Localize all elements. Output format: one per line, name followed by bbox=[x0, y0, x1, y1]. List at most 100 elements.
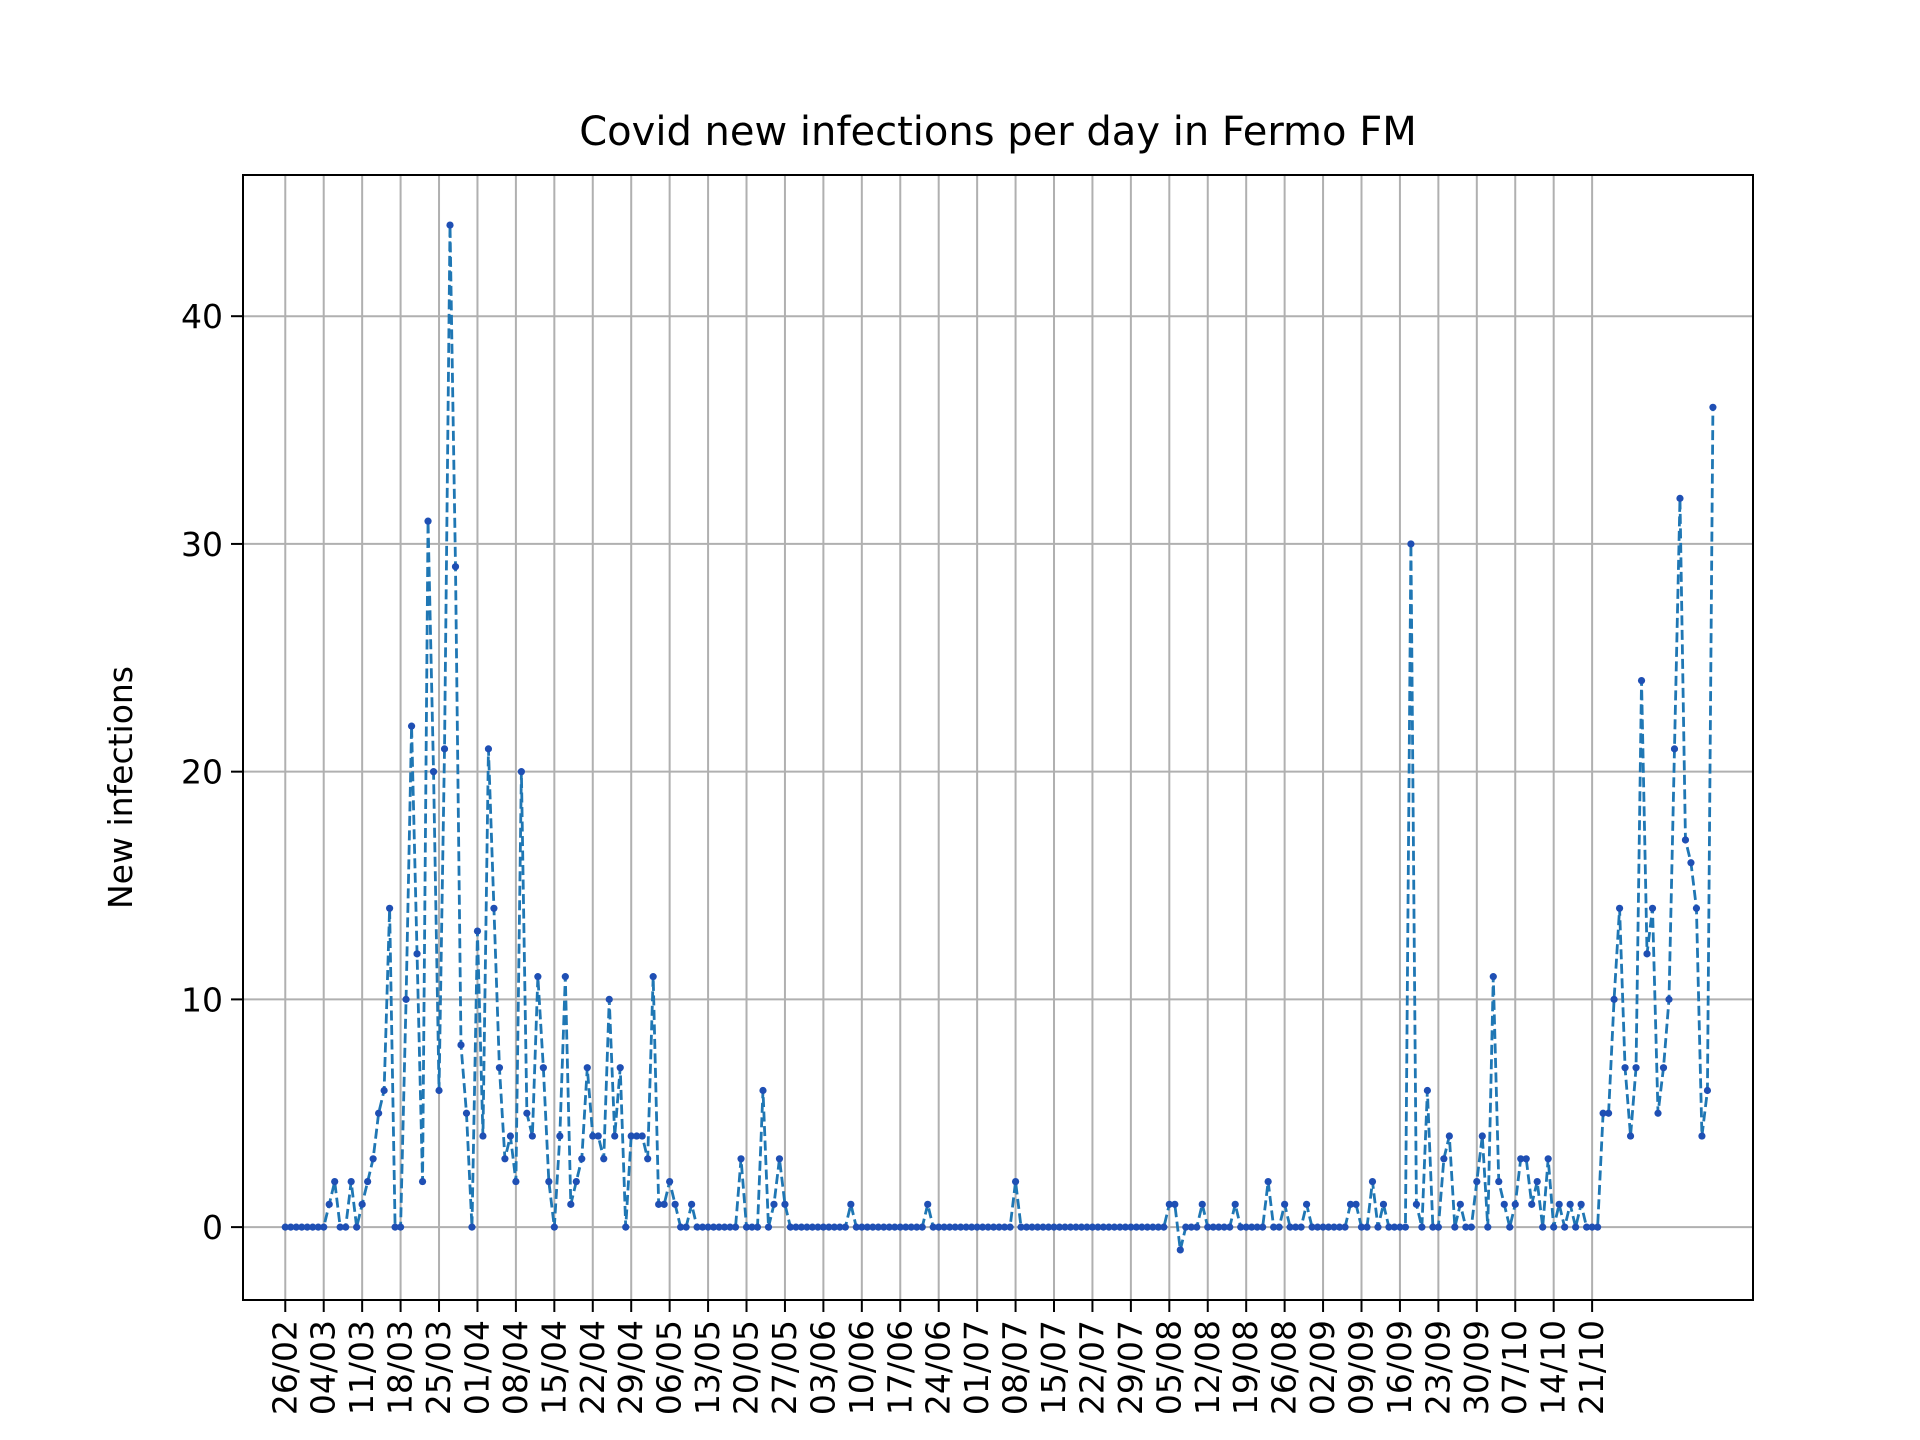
data-point bbox=[1357, 1223, 1366, 1231]
data-point bbox=[1648, 904, 1657, 912]
data-point bbox=[1275, 1223, 1283, 1231]
data-point bbox=[1544, 1155, 1552, 1163]
x-tick-label: 24/06 bbox=[919, 1320, 958, 1415]
data-point bbox=[1330, 1223, 1338, 1231]
data-point bbox=[1017, 1223, 1025, 1231]
data-point bbox=[490, 904, 498, 912]
x-tick-label: 22/04 bbox=[573, 1320, 612, 1415]
data-point bbox=[1121, 1223, 1129, 1231]
data-point bbox=[655, 1200, 663, 1208]
data-point bbox=[353, 1223, 361, 1231]
data-point bbox=[1022, 1223, 1031, 1231]
x-axis-ticks: 26/02 04/03 11/03 18/03 25/03 01/04 08/04 15/04… bbox=[265, 1300, 1611, 1415]
x-tick-label: 08/04 bbox=[496, 1320, 535, 1415]
data-point bbox=[1709, 403, 1717, 411]
data-point bbox=[1643, 950, 1651, 958]
data-point bbox=[1594, 1223, 1602, 1231]
x-tick-label: 17/06 bbox=[880, 1320, 919, 1415]
data-point bbox=[622, 1223, 630, 1231]
data-point bbox=[880, 1223, 888, 1231]
x-tick-label: 14/10 bbox=[1534, 1320, 1573, 1415]
data-point bbox=[550, 1223, 558, 1231]
data-point bbox=[578, 1155, 586, 1163]
x-tick-label: 29/07 bbox=[1111, 1320, 1150, 1415]
data-point bbox=[1604, 1109, 1613, 1117]
data-point bbox=[451, 563, 460, 571]
data-point bbox=[424, 517, 432, 525]
data-point bbox=[292, 1223, 300, 1231]
data-point bbox=[314, 1223, 322, 1231]
data-point bbox=[737, 1155, 745, 1163]
data-point bbox=[1061, 1223, 1069, 1231]
data-point bbox=[1670, 745, 1679, 753]
data-point bbox=[891, 1223, 899, 1231]
data-point bbox=[1440, 1155, 1448, 1163]
data-point bbox=[1215, 1223, 1223, 1231]
data-point bbox=[473, 927, 482, 935]
data-point bbox=[1659, 1064, 1668, 1072]
data-point bbox=[830, 1223, 838, 1231]
data-point bbox=[501, 1155, 509, 1163]
data-point bbox=[1033, 1223, 1042, 1231]
data-point bbox=[462, 1109, 471, 1117]
x-tick-label: 13/05 bbox=[688, 1320, 727, 1415]
data-point bbox=[1528, 1200, 1536, 1208]
data-point bbox=[386, 904, 394, 912]
data-point bbox=[1259, 1223, 1267, 1231]
data-point bbox=[418, 1177, 427, 1186]
y-tick-label: 10 bbox=[181, 980, 223, 1019]
data-point bbox=[863, 1223, 871, 1231]
data-point bbox=[1561, 1223, 1569, 1231]
data-point bbox=[742, 1223, 751, 1231]
data-point bbox=[633, 1132, 641, 1140]
data-point bbox=[583, 1064, 591, 1072]
data-point bbox=[797, 1223, 806, 1231]
data-point bbox=[935, 1223, 943, 1231]
x-tick-label: 30/09 bbox=[1457, 1320, 1496, 1415]
data-point bbox=[457, 1041, 465, 1049]
data-point bbox=[748, 1223, 756, 1231]
data-point bbox=[1368, 1177, 1377, 1186]
data-point bbox=[1313, 1223, 1322, 1231]
data-point bbox=[364, 1177, 372, 1186]
data-point bbox=[1055, 1223, 1064, 1231]
data-point bbox=[1665, 995, 1673, 1003]
data-point bbox=[611, 1132, 619, 1140]
data-point bbox=[1176, 1246, 1184, 1254]
data-point bbox=[1423, 1086, 1431, 1095]
x-tick-label: 26/02 bbox=[265, 1320, 304, 1415]
data-point bbox=[1681, 836, 1690, 844]
data-point bbox=[786, 1223, 795, 1231]
data-point bbox=[1302, 1200, 1311, 1208]
x-tick-label: 15/07 bbox=[1034, 1320, 1073, 1415]
data-point bbox=[1083, 1223, 1091, 1231]
data-point bbox=[479, 1132, 487, 1140]
data-point bbox=[1187, 1223, 1195, 1231]
data-point bbox=[347, 1177, 355, 1186]
data-point bbox=[874, 1223, 882, 1231]
data-point bbox=[1138, 1223, 1146, 1231]
data-point bbox=[808, 1223, 817, 1231]
data-point bbox=[1286, 1223, 1294, 1231]
data-point bbox=[1237, 1223, 1245, 1231]
x-tick-label: 25/03 bbox=[419, 1320, 458, 1415]
data-point bbox=[1149, 1223, 1157, 1231]
data-point bbox=[858, 1223, 866, 1231]
data-point bbox=[1418, 1223, 1426, 1231]
data-point bbox=[666, 1177, 674, 1186]
data-point bbox=[1132, 1223, 1140, 1231]
data-point bbox=[1253, 1223, 1261, 1231]
data-point bbox=[1072, 1223, 1080, 1231]
data-point bbox=[1039, 1223, 1047, 1231]
data-point bbox=[1626, 1132, 1635, 1140]
data-point bbox=[468, 1223, 476, 1231]
data-point bbox=[303, 1223, 311, 1231]
data-point bbox=[391, 1223, 399, 1231]
data-point bbox=[973, 1223, 981, 1231]
data-point bbox=[1308, 1223, 1316, 1231]
x-tick-label: 01/07 bbox=[957, 1320, 996, 1415]
plot-frame bbox=[242, 174, 1754, 1301]
data-point bbox=[413, 950, 421, 958]
data-point bbox=[1478, 1132, 1486, 1140]
